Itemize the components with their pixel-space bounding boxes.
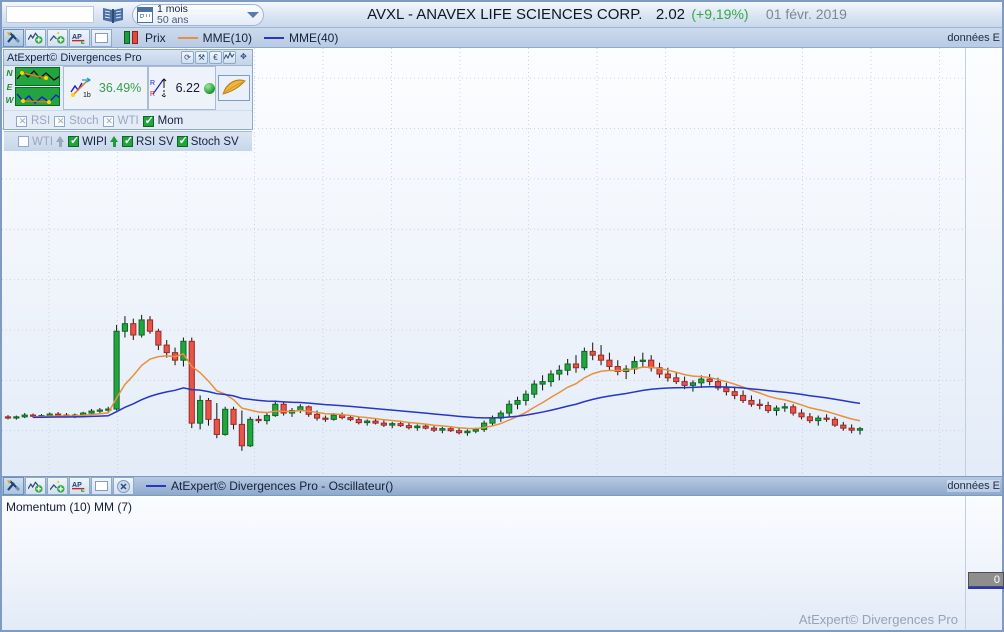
- toggle-mom-label: Mom: [157, 115, 184, 127]
- indicator-toggle-row: RSI Stoch WTI Mom: [4, 110, 252, 131]
- toggle-rsi[interactable]: [16, 115, 28, 127]
- period-interval: 1 mois: [157, 3, 188, 15]
- toggle-rsi-sv-label: RSI SV: [136, 135, 174, 148]
- mini-chart-group: [14, 66, 63, 110]
- candlestick-chart[interactable]: [2, 48, 1002, 476]
- toggle-rsi-label: RSI: [31, 115, 51, 127]
- symbol-input[interactable]: [6, 6, 94, 23]
- period-selector[interactable]: 1 mois 50 ans: [132, 3, 264, 26]
- toggle-wti-label: WTI: [117, 115, 139, 127]
- price-change-badge: (+9,19%): [691, 6, 749, 22]
- chevron-down-icon[interactable]: [247, 11, 259, 18]
- data-source-label-osc: données E: [947, 480, 1000, 492]
- book-icon[interactable]: [100, 5, 126, 25]
- risk-reward-value: 6.22: [175, 81, 200, 95]
- toggle-stoch[interactable]: [54, 115, 66, 127]
- legend-oscillator[interactable]: AtExpert© Divergences Pro - Oscillateur(…: [146, 479, 393, 493]
- svg-text:AP: AP: [72, 482, 82, 489]
- period-range: 50 ans: [157, 13, 189, 26]
- legend-mme40-label: MME(40): [289, 30, 339, 45]
- tools-icon[interactable]: [3, 477, 24, 495]
- oscillator-pane[interactable]: [2, 496, 1002, 630]
- add-study-icon[interactable]: [47, 28, 68, 47]
- oscillator-toolstrip: AP AtExpert© Divergences Pro - Oscillate…: [2, 476, 1002, 496]
- trend-up-icon: 1b: [70, 77, 96, 99]
- wrench-icon[interactable]: ⚒: [195, 51, 208, 64]
- arrow-up-icon-green: [110, 136, 119, 147]
- panel-titlebar: AtExpert© Divergences Pro ⟳ ⚒ € ✥: [4, 50, 252, 66]
- legend-price[interactable]: Prix: [124, 31, 166, 45]
- mini-chart-bearish-divergence[interactable]: [14, 67, 60, 86]
- toggle-mom[interactable]: [142, 114, 155, 127]
- oscillator-study-label: Momentum (10) MM (7): [6, 500, 133, 514]
- svg-text:R: R: [150, 91, 155, 98]
- refresh-icon[interactable]: ⟳: [181, 51, 194, 64]
- watermark-label: AtExpert© Divergences Pro: [798, 612, 958, 627]
- close-icon[interactable]: [113, 477, 134, 495]
- divergence-strength-cell[interactable]: 1b 36.49%: [62, 66, 149, 110]
- line-swatch-blue-icon: [264, 36, 285, 39]
- legend-mme10-label: MME(10): [202, 30, 253, 45]
- status-indicator-green: [203, 82, 215, 94]
- euro-icon[interactable]: €: [209, 51, 222, 64]
- annotation-ap-icon[interactable]: AP: [69, 477, 90, 495]
- toggle-stoch-sv-label: Stoch SV: [190, 135, 239, 148]
- clear-window-icon[interactable]: [91, 477, 112, 495]
- add-indicator-icon[interactable]: [25, 477, 46, 495]
- annotation-ap-icon[interactable]: AP: [69, 28, 90, 47]
- risk-reward-icon: R R: [150, 77, 172, 99]
- add-study-icon[interactable]: [47, 477, 68, 495]
- oscillator-chart[interactable]: [2, 496, 1002, 630]
- mini-chart-bullish-divergence[interactable]: [14, 87, 60, 106]
- top-toolbar: 1 mois 50 ans AVXL - ANAVEX LIFE SCIENCE…: [2, 2, 1002, 28]
- alert-bell-icon: [220, 77, 248, 99]
- arrow-up-icon-grey: [56, 136, 65, 147]
- divergence-strength-value: 36.49%: [98, 81, 142, 95]
- svg-text:R: R: [150, 80, 155, 87]
- risk-reward-cell[interactable]: R R 6.22: [148, 66, 217, 110]
- quote-date: 01 févr. 2019: [765, 6, 847, 22]
- chart-toolstrip: AP Prix MME(10) MME(40) données E: [2, 28, 1002, 48]
- price-axis-line: [965, 48, 966, 476]
- instrument-name: AVXL - ANAVEX LIFE SCIENCES CORP.: [367, 6, 643, 23]
- toggle-wipi-signal-label: WIPI: [82, 135, 107, 148]
- chart-icon[interactable]: [223, 51, 236, 64]
- panel-titlebar-buttons: ⟳ ⚒ € ✥: [181, 51, 250, 64]
- alert-cell[interactable]: [216, 66, 252, 110]
- data-source-label: données E: [947, 31, 1000, 44]
- legend-mme10[interactable]: MME(10): [177, 30, 253, 45]
- signal-toggle-row: WTI WIPI RSI SV Stoch SV: [4, 131, 252, 151]
- last-price: 2.02: [655, 6, 686, 23]
- oscillator-axis-line: [965, 496, 966, 630]
- move-icon[interactable]: ✥: [240, 52, 247, 61]
- toggle-stoch-label: Stoch: [69, 115, 99, 127]
- svg-text:1b: 1b: [83, 92, 91, 99]
- svg-text:AP: AP: [72, 33, 82, 40]
- panel-title: AtExpert© Divergences Pro: [7, 51, 142, 64]
- line-swatch-blue-icon: [146, 485, 166, 487]
- oscillator-current-value: 0: [968, 572, 1004, 589]
- add-indicator-icon[interactable]: [25, 28, 46, 47]
- toggle-rsi-sv[interactable]: [122, 134, 134, 147]
- clear-window-icon[interactable]: [91, 28, 112, 47]
- calendar-icon: [137, 6, 153, 23]
- legend-price-label: Prix: [145, 30, 166, 45]
- line-swatch-orange-icon: [177, 36, 198, 39]
- page-title: AVXL - ANAVEX LIFE SCIENCES CORP. 2.02 (…: [264, 6, 950, 23]
- toggle-wti-signal[interactable]: [18, 136, 29, 147]
- toggle-wti[interactable]: [102, 115, 115, 127]
- toggle-wipi-signal[interactable]: [68, 134, 80, 147]
- tools-icon[interactable]: [3, 28, 24, 47]
- toggle-stoch-sv[interactable]: [176, 134, 189, 147]
- legend-oscillator-label: AtExpert© Divergences Pro - Oscillateur(…: [171, 479, 394, 493]
- candlestick-icon: [124, 31, 140, 44]
- legend-mme40[interactable]: MME(40): [264, 31, 338, 45]
- toggle-wti-signal-label: WTI: [32, 135, 54, 148]
